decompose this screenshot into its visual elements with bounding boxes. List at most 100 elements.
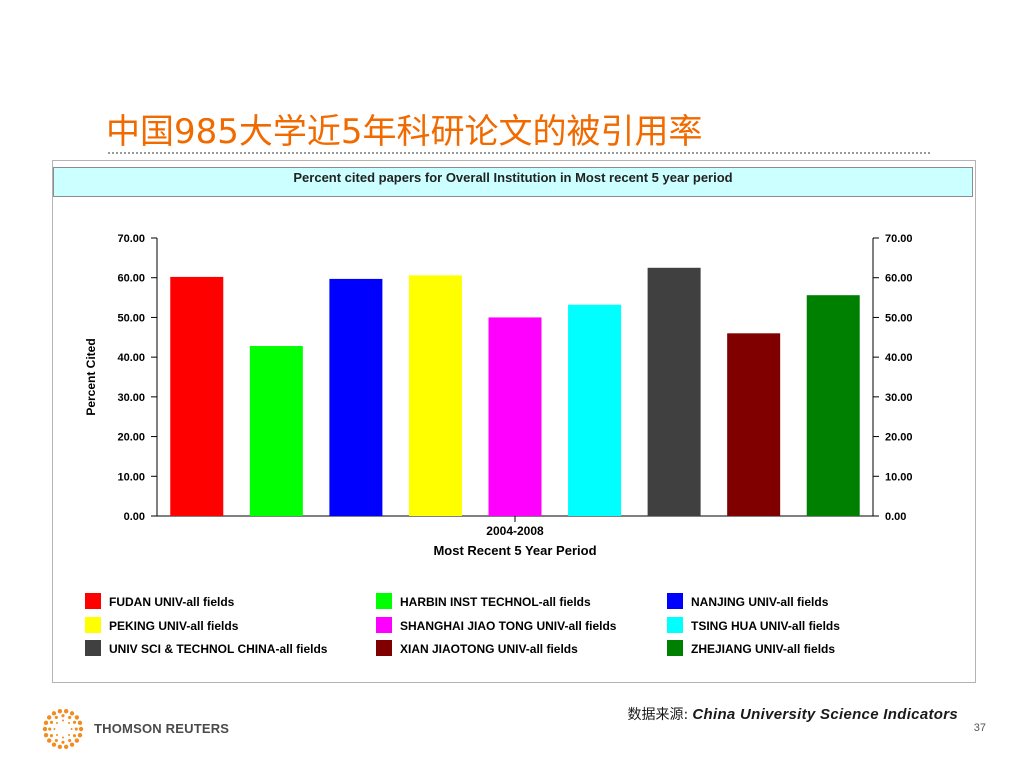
legend-label: TSING HUA UNIV-all fields bbox=[691, 619, 840, 633]
logo-dot bbox=[72, 734, 77, 738]
logo-dot bbox=[68, 734, 71, 737]
y-tick-label-left: 70.00 bbox=[117, 233, 145, 245]
legend-item: ZHEJIANG UNIV-all fields bbox=[667, 640, 835, 656]
logo-dot bbox=[72, 720, 77, 724]
y-tick-label-left: 40.00 bbox=[117, 352, 145, 364]
legend-swatch bbox=[667, 593, 683, 609]
logo-dot bbox=[55, 721, 58, 724]
legend-swatch bbox=[667, 640, 683, 656]
legend-item: FUDAN UNIV-all fields bbox=[85, 593, 235, 609]
bar bbox=[329, 278, 383, 516]
logo-dot bbox=[51, 711, 57, 716]
legend-item: PEKING UNIV-all fields bbox=[85, 617, 239, 633]
y-tick-label-right: 40.00 bbox=[885, 352, 913, 364]
logo-dot bbox=[53, 728, 56, 730]
chart-frame: Percent cited papers for Overall Institu… bbox=[52, 160, 976, 683]
bar bbox=[568, 304, 622, 516]
x-axis-title: Most Recent 5 Year Period bbox=[433, 543, 596, 558]
logo-dot bbox=[54, 738, 58, 743]
y-tick-label-left: 30.00 bbox=[117, 392, 145, 404]
bar bbox=[170, 276, 224, 516]
logo-dot bbox=[69, 742, 75, 747]
logo-dot bbox=[42, 726, 48, 732]
logo-dot bbox=[74, 727, 78, 731]
logo-dot bbox=[78, 726, 84, 732]
logo-dot bbox=[74, 738, 80, 743]
logo-dot bbox=[57, 744, 63, 749]
legend-swatch bbox=[376, 593, 392, 609]
legend-label: FUDAN UNIV-all fields bbox=[109, 595, 235, 609]
y-tick-label-left: 0.00 bbox=[124, 511, 145, 523]
legend-item: XIAN JIAOTONG UNIV-all fields bbox=[376, 640, 578, 656]
logo-dot bbox=[49, 734, 54, 738]
logo-text: THOMSON REUTERS bbox=[94, 721, 230, 736]
logo-dot bbox=[70, 728, 73, 730]
legend-swatch bbox=[376, 640, 392, 656]
legend-label: UNIV SCI & TECHNOL CHINA-all fields bbox=[109, 642, 328, 656]
logo-dot bbox=[69, 711, 75, 716]
y-tick-label-left: 50.00 bbox=[117, 312, 145, 324]
logo-dot bbox=[62, 719, 64, 722]
y-tick-label-right: 70.00 bbox=[885, 233, 913, 245]
legend-swatch bbox=[85, 640, 101, 656]
logo-dot bbox=[51, 742, 57, 747]
legend-swatch bbox=[85, 593, 101, 609]
y-tick-label-right: 20.00 bbox=[885, 432, 913, 444]
bar bbox=[727, 333, 781, 516]
page-number: 37 bbox=[973, 722, 986, 734]
y-tick-label-left: 60.00 bbox=[117, 273, 145, 285]
bar bbox=[488, 317, 542, 516]
logo-dot bbox=[57, 709, 63, 714]
logo-dots-icon bbox=[42, 709, 84, 749]
logo-dot bbox=[63, 744, 69, 749]
logo-dot bbox=[62, 736, 64, 739]
legend-label: SHANGHAI JIAO TONG UNIV-all fields bbox=[400, 619, 617, 633]
legend-label: XIAN JIAOTONG UNIV-all fields bbox=[400, 642, 578, 656]
logo-dot bbox=[61, 714, 65, 718]
bar-chart: 0.00 0.00 10.00 10.00 20.00 20.00 30.00 30.00 40… bbox=[84, 233, 913, 656]
y-tick-label-right: 50.00 bbox=[885, 312, 913, 324]
y-tick-label-left: 20.00 bbox=[117, 432, 145, 444]
logo-dot bbox=[68, 721, 71, 724]
logo-dot bbox=[55, 734, 58, 737]
bar bbox=[806, 295, 860, 516]
y-tick-label-right: 0.00 bbox=[885, 511, 906, 523]
legend-label: ZHEJIANG UNIV-all fields bbox=[691, 642, 835, 656]
source-value: China University Science Indicators bbox=[692, 706, 958, 723]
legend-item: HARBIN INST TECHNOL-all fields bbox=[376, 593, 591, 609]
logo-dot bbox=[46, 738, 52, 743]
logo-dot bbox=[77, 732, 83, 738]
slide-title: 中国985大学近5年科研论文的被引用率 bbox=[106, 112, 703, 152]
y-tick-label-right: 10.00 bbox=[885, 471, 913, 483]
logo-dot bbox=[74, 715, 80, 720]
data-source: 数据来源: China University Science Indicator… bbox=[628, 704, 958, 724]
legend-item: SHANGHAI JIAO TONG UNIV-all fields bbox=[376, 617, 617, 633]
logo-dot bbox=[68, 715, 72, 720]
logo-dot bbox=[63, 709, 69, 714]
bar bbox=[249, 346, 303, 516]
y-tick-label-right: 60.00 bbox=[885, 273, 913, 285]
y-axis-title: Percent Cited bbox=[84, 338, 98, 415]
legend-label: NANJING UNIV-all fields bbox=[691, 595, 829, 609]
logo-dot bbox=[43, 720, 49, 726]
logo-dot bbox=[43, 732, 49, 738]
legend-label: PEKING UNIV-all fields bbox=[109, 619, 239, 633]
legend-item: NANJING UNIV-all fields bbox=[667, 593, 829, 609]
bar bbox=[647, 267, 701, 516]
logo-dot bbox=[68, 738, 72, 743]
legend-item: TSING HUA UNIV-all fields bbox=[667, 617, 840, 633]
y-tick-label-left: 10.00 bbox=[117, 471, 145, 483]
logo-dot bbox=[46, 715, 52, 720]
legend-item: UNIV SCI & TECHNOL CHINA-all fields bbox=[85, 640, 328, 656]
legend-swatch bbox=[85, 617, 101, 633]
logo-dot bbox=[61, 740, 65, 744]
logo-dot bbox=[49, 720, 54, 724]
source-label: 数据来源: bbox=[627, 707, 689, 723]
x-category-label: 2004-2008 bbox=[486, 524, 544, 538]
y-tick-label-right: 30.00 bbox=[885, 392, 913, 404]
legend-swatch bbox=[376, 617, 392, 633]
bar bbox=[408, 275, 462, 516]
logo-dot bbox=[54, 715, 58, 720]
legend-label: HARBIN INST TECHNOL-all fields bbox=[400, 595, 591, 609]
title-divider bbox=[108, 152, 930, 154]
